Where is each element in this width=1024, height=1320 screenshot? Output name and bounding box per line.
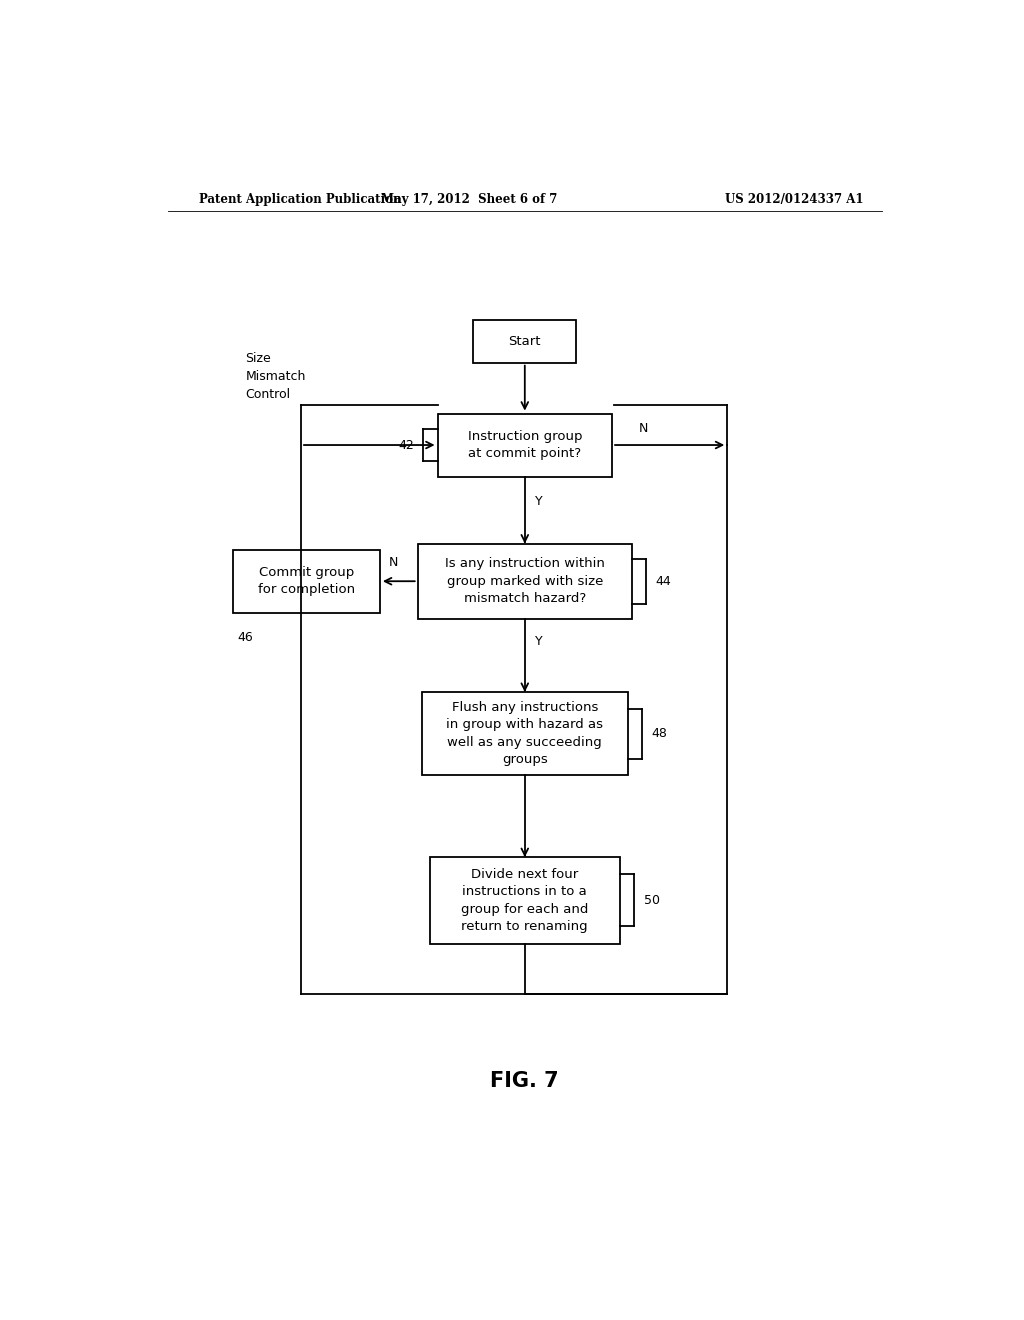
Text: Y: Y: [536, 495, 543, 508]
Text: Flush any instructions
in group with hazard as
well as any succeeding
groups: Flush any instructions in group with haz…: [446, 701, 603, 767]
Text: 48: 48: [652, 727, 668, 741]
Text: 44: 44: [655, 574, 672, 587]
Text: Size
Mismatch
Control: Size Mismatch Control: [246, 351, 306, 400]
Text: Commit group
for completion: Commit group for completion: [258, 566, 355, 597]
Bar: [437, 413, 612, 477]
Bar: [430, 857, 621, 944]
Text: Is any instruction within
group marked with size
mismatch hazard?: Is any instruction within group marked w…: [444, 557, 605, 606]
Text: 46: 46: [238, 631, 253, 644]
Text: Y: Y: [536, 635, 543, 648]
Text: 42: 42: [398, 438, 414, 451]
Text: Start: Start: [509, 335, 541, 348]
Text: 50: 50: [644, 894, 659, 907]
Text: Divide next four
instructions in to a
group for each and
return to renaming: Divide next four instructions in to a gr…: [461, 867, 589, 933]
Bar: [422, 692, 628, 775]
Text: Patent Application Publication: Patent Application Publication: [200, 193, 402, 206]
Text: FIG. 7: FIG. 7: [490, 1072, 559, 1092]
Text: N: N: [389, 557, 398, 569]
Text: Instruction group
at commit point?: Instruction group at commit point?: [468, 430, 582, 461]
Bar: [473, 319, 577, 363]
Text: US 2012/0124337 A1: US 2012/0124337 A1: [725, 193, 864, 206]
Bar: [233, 549, 380, 612]
Text: May 17, 2012  Sheet 6 of 7: May 17, 2012 Sheet 6 of 7: [381, 193, 557, 206]
Text: N: N: [639, 422, 648, 436]
Bar: [418, 544, 632, 619]
